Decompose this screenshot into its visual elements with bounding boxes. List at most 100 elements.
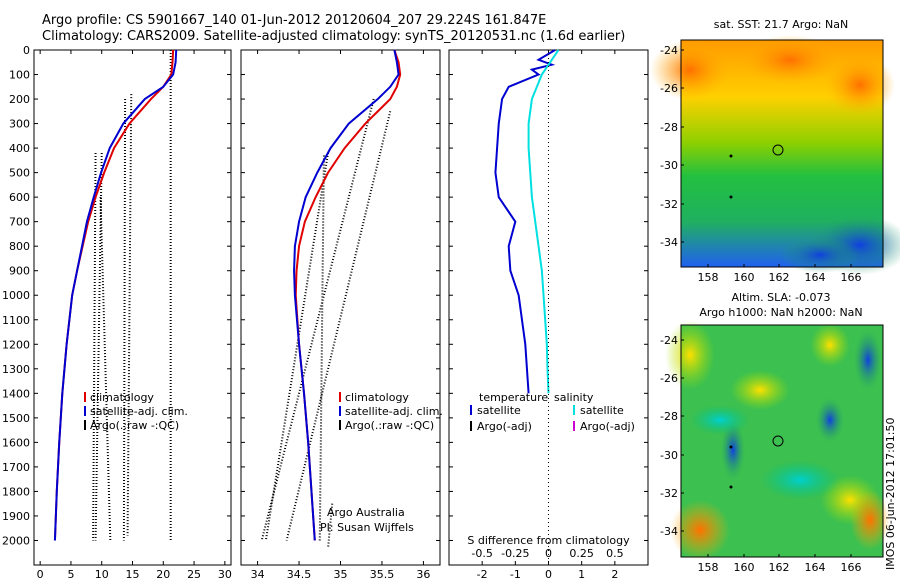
x-tick-label: 1 [578,568,585,580]
y-tick-label: 1000 [2,289,30,302]
legend-label: climatology [345,391,409,404]
argo-profile-line [260,98,375,541]
x-tick-label: 35 [334,568,348,580]
annotation-pi-name: PI: Susan Wijffels [320,521,414,534]
map-y-tick-label: -26 [660,372,678,385]
legend-label: satellite-adj. clim. [345,405,443,418]
x-tick-label: 0 [545,568,552,580]
argo-profile-line [92,152,97,541]
y-tick-label: 600 [9,191,30,204]
argo-profile-line [94,152,103,541]
x-tick-label: 15 [126,568,140,580]
map-x-tick-label: 166 [841,271,862,284]
x-tick-label: -1 [510,568,521,580]
top-tick-label: 0.25 [569,547,594,560]
x-tick-label: 30 [218,568,232,580]
x-tick-label: 10 [95,568,109,580]
sla-map [665,320,890,560]
x-tick-label: 2 [611,568,618,580]
x-tick-label: 34.5 [287,568,312,580]
top-tick-label: -0.25 [501,547,529,560]
map-x-tick-label: 158 [698,271,719,284]
x-tick-label: 35.5 [370,568,395,580]
x-tick-label: 20 [156,568,170,580]
map-y-tick-label: -30 [660,449,678,462]
map-x-tick-label: 162 [769,271,790,284]
y-tick-label: 1500 [2,412,30,425]
y-tick-label: 100 [9,69,30,82]
salinity-panel-frame [240,49,441,566]
y-tick-label: 900 [9,265,30,278]
map-y-tick-label: -28 [660,121,678,134]
map-x-tick-label: 160 [734,271,755,284]
legend-label: satellite-adj. clim. [90,405,188,418]
legend-label: satellite [477,404,521,417]
y-tick-label: 1100 [2,314,30,327]
sst-map-title: sat. SST: 21.7 Argo: NaN [714,18,848,31]
series-line-1 [293,49,400,541]
argo-profile-line [318,155,325,541]
argo-profile-line [126,94,133,536]
top-tick-label: -0.5 [471,547,492,560]
y-tick-label: 1200 [2,338,30,351]
x-tick-label: 36 [416,568,430,580]
argo-profile-line [264,152,330,541]
legend-label: Argo(.:raw -:QC) [90,419,179,432]
argo-profile-line [122,99,127,541]
y-tick-label: 1800 [2,485,30,498]
y-tick-label: 800 [9,240,30,253]
y-tick-label: 400 [9,142,30,155]
y-tick-label: 1700 [2,461,30,474]
y-tick-label: 1300 [2,363,30,376]
x-tick-label: 25 [187,568,201,580]
map-x-tick-label: 164 [805,271,826,284]
temperature-panel-frame [33,49,232,566]
x-tick-label: 0 [37,568,44,580]
top-tick-label: 0.5 [606,547,624,560]
x-tick-label: 34 [251,568,265,580]
y-tick-label: 1600 [2,436,30,449]
map-y-tick-label: -34 [660,525,678,538]
y-tick-label: 300 [9,118,30,131]
legend-header-temperature: temperature [479,391,548,404]
sla-map-title-2: Argo h1000: NaN h2000: NaN [699,306,862,319]
legend-label: climatology [90,391,154,404]
y-tick-label: 2000 [2,534,30,547]
map-y-tick-label: -24 [660,334,678,347]
map-y-tick-label: -32 [660,198,678,211]
map-y-tick-label: -28 [660,410,678,423]
series-line-0 [494,49,556,394]
y-tick-label: 700 [9,216,30,229]
series-line-1 [527,49,560,394]
title-line-2: Climatology: CARS2009. Satellite-adjuste… [42,29,626,44]
legend-label: Argo(-adj) [477,420,532,433]
legend-label: Argo(.:raw -:QC) [345,419,434,432]
series-line-1 [53,49,178,541]
map-x-tick-label: 166 [841,561,862,574]
argo-profile-line [327,503,334,548]
map-y-tick-label: -24 [660,44,678,57]
legend-label: Argo(-adj) [580,420,635,433]
map-y-tick-label: -32 [660,487,678,500]
map-y-tick-label: -30 [660,159,678,172]
annotation-argo-australia: Argo Australia [327,506,405,519]
argo-profile-line [99,197,112,541]
x-tick-label: -2 [477,568,488,580]
top-tick-label: 0 [545,547,552,560]
map-y-tick-label: -34 [660,236,678,249]
map-x-tick-label: 158 [698,561,719,574]
top-axis-label: S difference from climatology [467,534,630,547]
y-tick-label: 1400 [2,387,30,400]
y-tick-label: 200 [9,93,30,106]
map-x-tick-label: 162 [769,561,790,574]
difference-panel-frame [448,49,649,566]
map-y-tick-label: -26 [660,82,678,95]
y-tick-label: 500 [9,167,30,180]
x-tick-label: 5 [67,568,74,580]
sla-map-title-1: Altim. SLA: -0.073 [731,291,830,304]
y-tick-label: 0 [23,44,30,57]
legend-header-salinity: salinity [554,391,594,404]
map-x-tick-label: 164 [805,561,826,574]
sst-map [650,35,900,275]
